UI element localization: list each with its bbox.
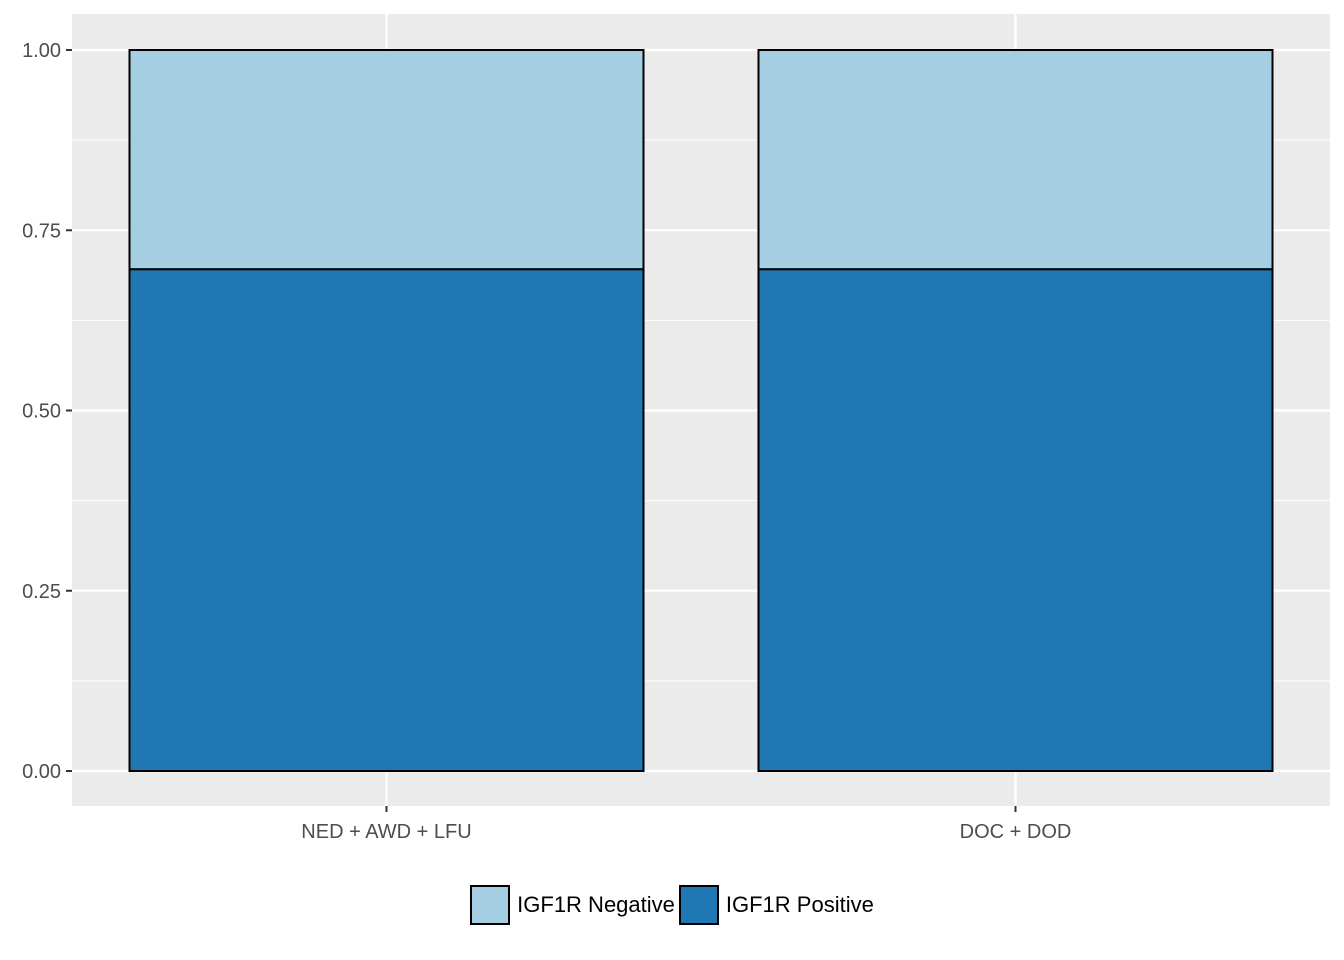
bar-positive-1 <box>128 268 645 772</box>
legend-item-positive: IGF1R Positive <box>678 885 874 925</box>
x-tick-label: NED + AWD + LFU <box>301 821 471 843</box>
bar-negative-1 <box>128 49 645 271</box>
legend-swatch-negative <box>470 885 511 925</box>
y-tick-label: 0.25 <box>22 581 61 603</box>
y-tick-label: 1.00 <box>22 40 61 62</box>
legend-swatch-positive <box>678 885 719 925</box>
y-tick-label: 0.75 <box>22 220 61 242</box>
x-tick-label: DOC + DOD <box>960 821 1072 843</box>
legend-item-negative: IGF1R Negative <box>470 885 675 925</box>
bar-positive-2 <box>757 268 1274 772</box>
y-tick-label: 0.00 <box>22 761 61 783</box>
stacked-bar-chart: 0.00 0.25 0.50 0.75 1.00 NED + AWD + LFU DOC +… <box>22 14 1330 843</box>
legend-label-negative: IGF1R Negative <box>517 892 675 917</box>
legend: IGF1R Negative IGF1R Positive <box>0 885 1344 925</box>
legend-label-positive: IGF1R Positive <box>725 892 874 917</box>
y-tick-label: 0.50 <box>22 401 61 423</box>
bar-negative-2 <box>757 49 1274 271</box>
